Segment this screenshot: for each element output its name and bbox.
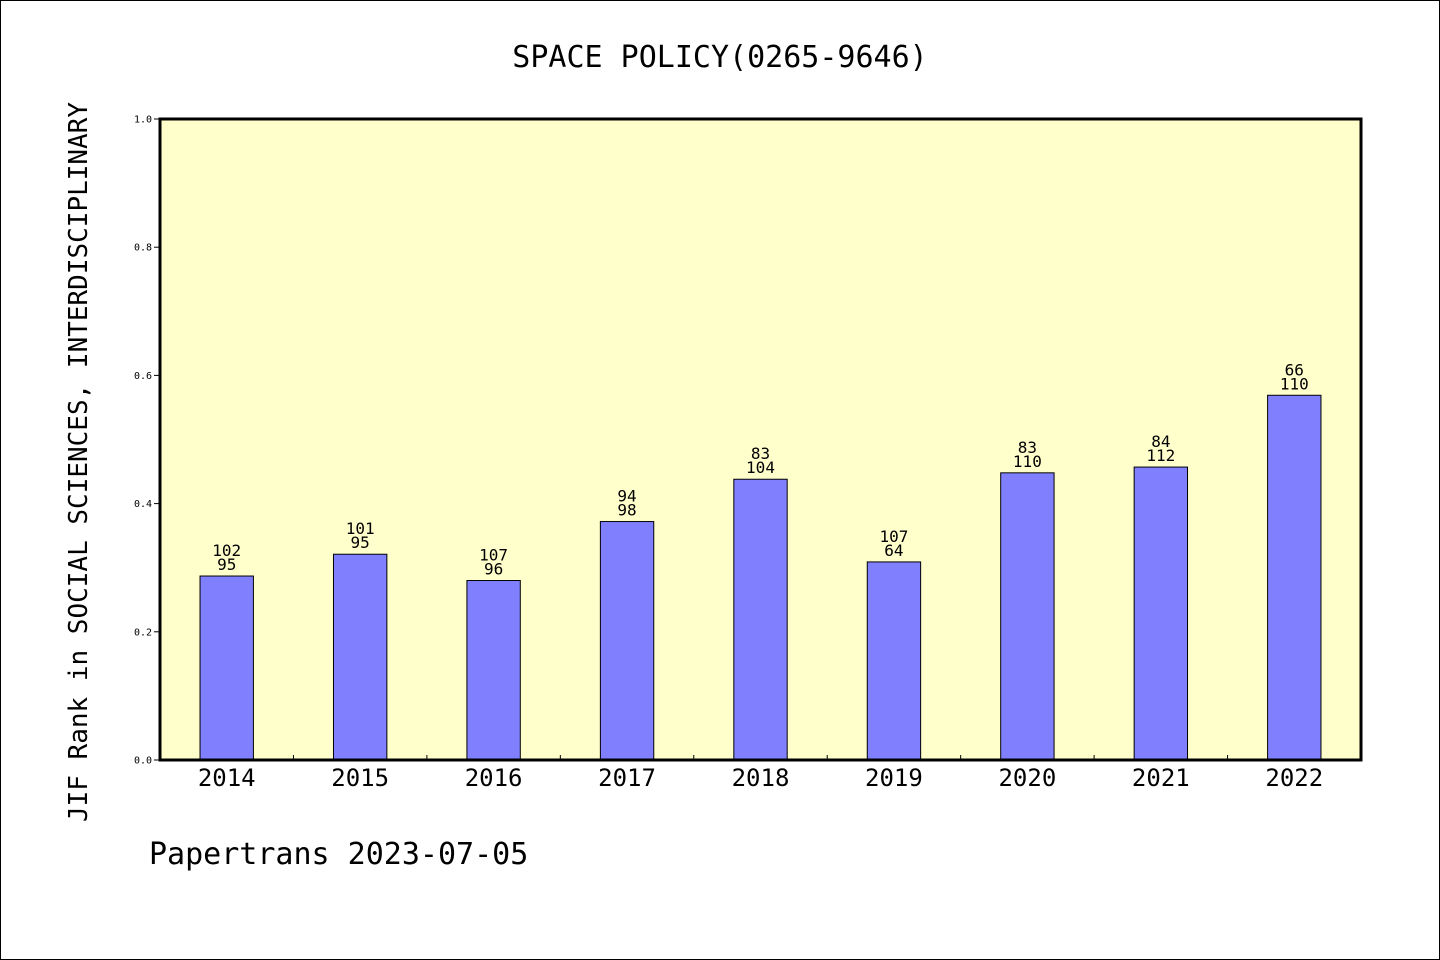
bar-total-label-2018: 104 bbox=[746, 458, 775, 477]
bar-2020 bbox=[1000, 472, 1055, 761]
x-tick-label-2019: 2019 bbox=[865, 764, 923, 792]
y-tick-label: 0.6 bbox=[134, 371, 152, 382]
y-tick-label: 1.0 bbox=[134, 115, 152, 126]
x-tick-label-2020: 2020 bbox=[998, 764, 1056, 792]
bar-total-label-2021: 112 bbox=[1146, 446, 1175, 465]
bar-rank-label-2016: 107 bbox=[479, 546, 508, 565]
bar-rank-label-2015: 101 bbox=[346, 519, 375, 538]
y-ticks-layer: 0.0 0.2 0.4 0.6 0.8 1.0 bbox=[134, 115, 160, 767]
bar-2017 bbox=[599, 521, 655, 761]
x-tick-label-2017: 2017 bbox=[598, 764, 656, 792]
x-ticks-layer: 2014 2015 2016 2017 2018 2019 2020 2021 2022 bbox=[198, 755, 1323, 792]
y-tick-label: 0.0 bbox=[134, 756, 152, 767]
x-tick-label-2018: 2018 bbox=[732, 764, 790, 792]
bar-total-label-2017: 98 bbox=[617, 501, 636, 520]
bar-rank-label-2021: 84 bbox=[1151, 432, 1170, 451]
bar-total-label-2022: 110 bbox=[1280, 374, 1309, 393]
y-tick-label: 0.4 bbox=[134, 499, 152, 510]
x-tick-label-2015: 2015 bbox=[331, 764, 389, 792]
bar-total-label-2014: 95 bbox=[217, 555, 236, 574]
y-tick-label: 0.8 bbox=[134, 243, 152, 254]
x-tick-label-2021: 2021 bbox=[1132, 764, 1190, 792]
bar-total-label-2016: 96 bbox=[484, 560, 503, 579]
bar-rank-label-2019: 107 bbox=[879, 527, 908, 546]
chart-title: SPACE POLICY(0265-9646) bbox=[512, 40, 927, 75]
bar-total-label-2019: 64 bbox=[884, 541, 903, 560]
bar-total-label-2015: 95 bbox=[351, 533, 370, 552]
bar-2019 bbox=[866, 561, 922, 761]
bar-2022 bbox=[1267, 394, 1322, 761]
bar-rank-label-2018: 83 bbox=[751, 444, 770, 463]
footer-stamp: Papertrans 2023-07-05 bbox=[149, 837, 528, 872]
x-tick-label-2014: 2014 bbox=[198, 764, 256, 792]
bar-2014 bbox=[199, 575, 254, 761]
bar-2021 bbox=[1133, 466, 1189, 761]
x-tick-label-2022: 2022 bbox=[1265, 764, 1323, 792]
y-axis-label: JIF Rank in SOCIAL SCIENCES, INTERDISCIP… bbox=[64, 102, 94, 822]
plot-frame bbox=[158, 117, 1363, 762]
y-tick-label: 0.2 bbox=[134, 627, 152, 638]
bar-total-label-2020: 110 bbox=[1013, 452, 1042, 471]
x-tick-label-2016: 2016 bbox=[465, 764, 523, 792]
bar-rank-label-2017: 94 bbox=[617, 487, 636, 506]
bars-layer: 1029510195107969498831041076483110841126… bbox=[199, 360, 1322, 761]
bar-rank-label-2020: 83 bbox=[1018, 438, 1037, 457]
bar-2016 bbox=[466, 580, 521, 761]
bar-rank-label-2014: 102 bbox=[212, 541, 241, 560]
bar-rank-label-2022: 66 bbox=[1285, 360, 1304, 379]
bar-2018 bbox=[733, 478, 788, 761]
bar-2015 bbox=[332, 553, 388, 761]
